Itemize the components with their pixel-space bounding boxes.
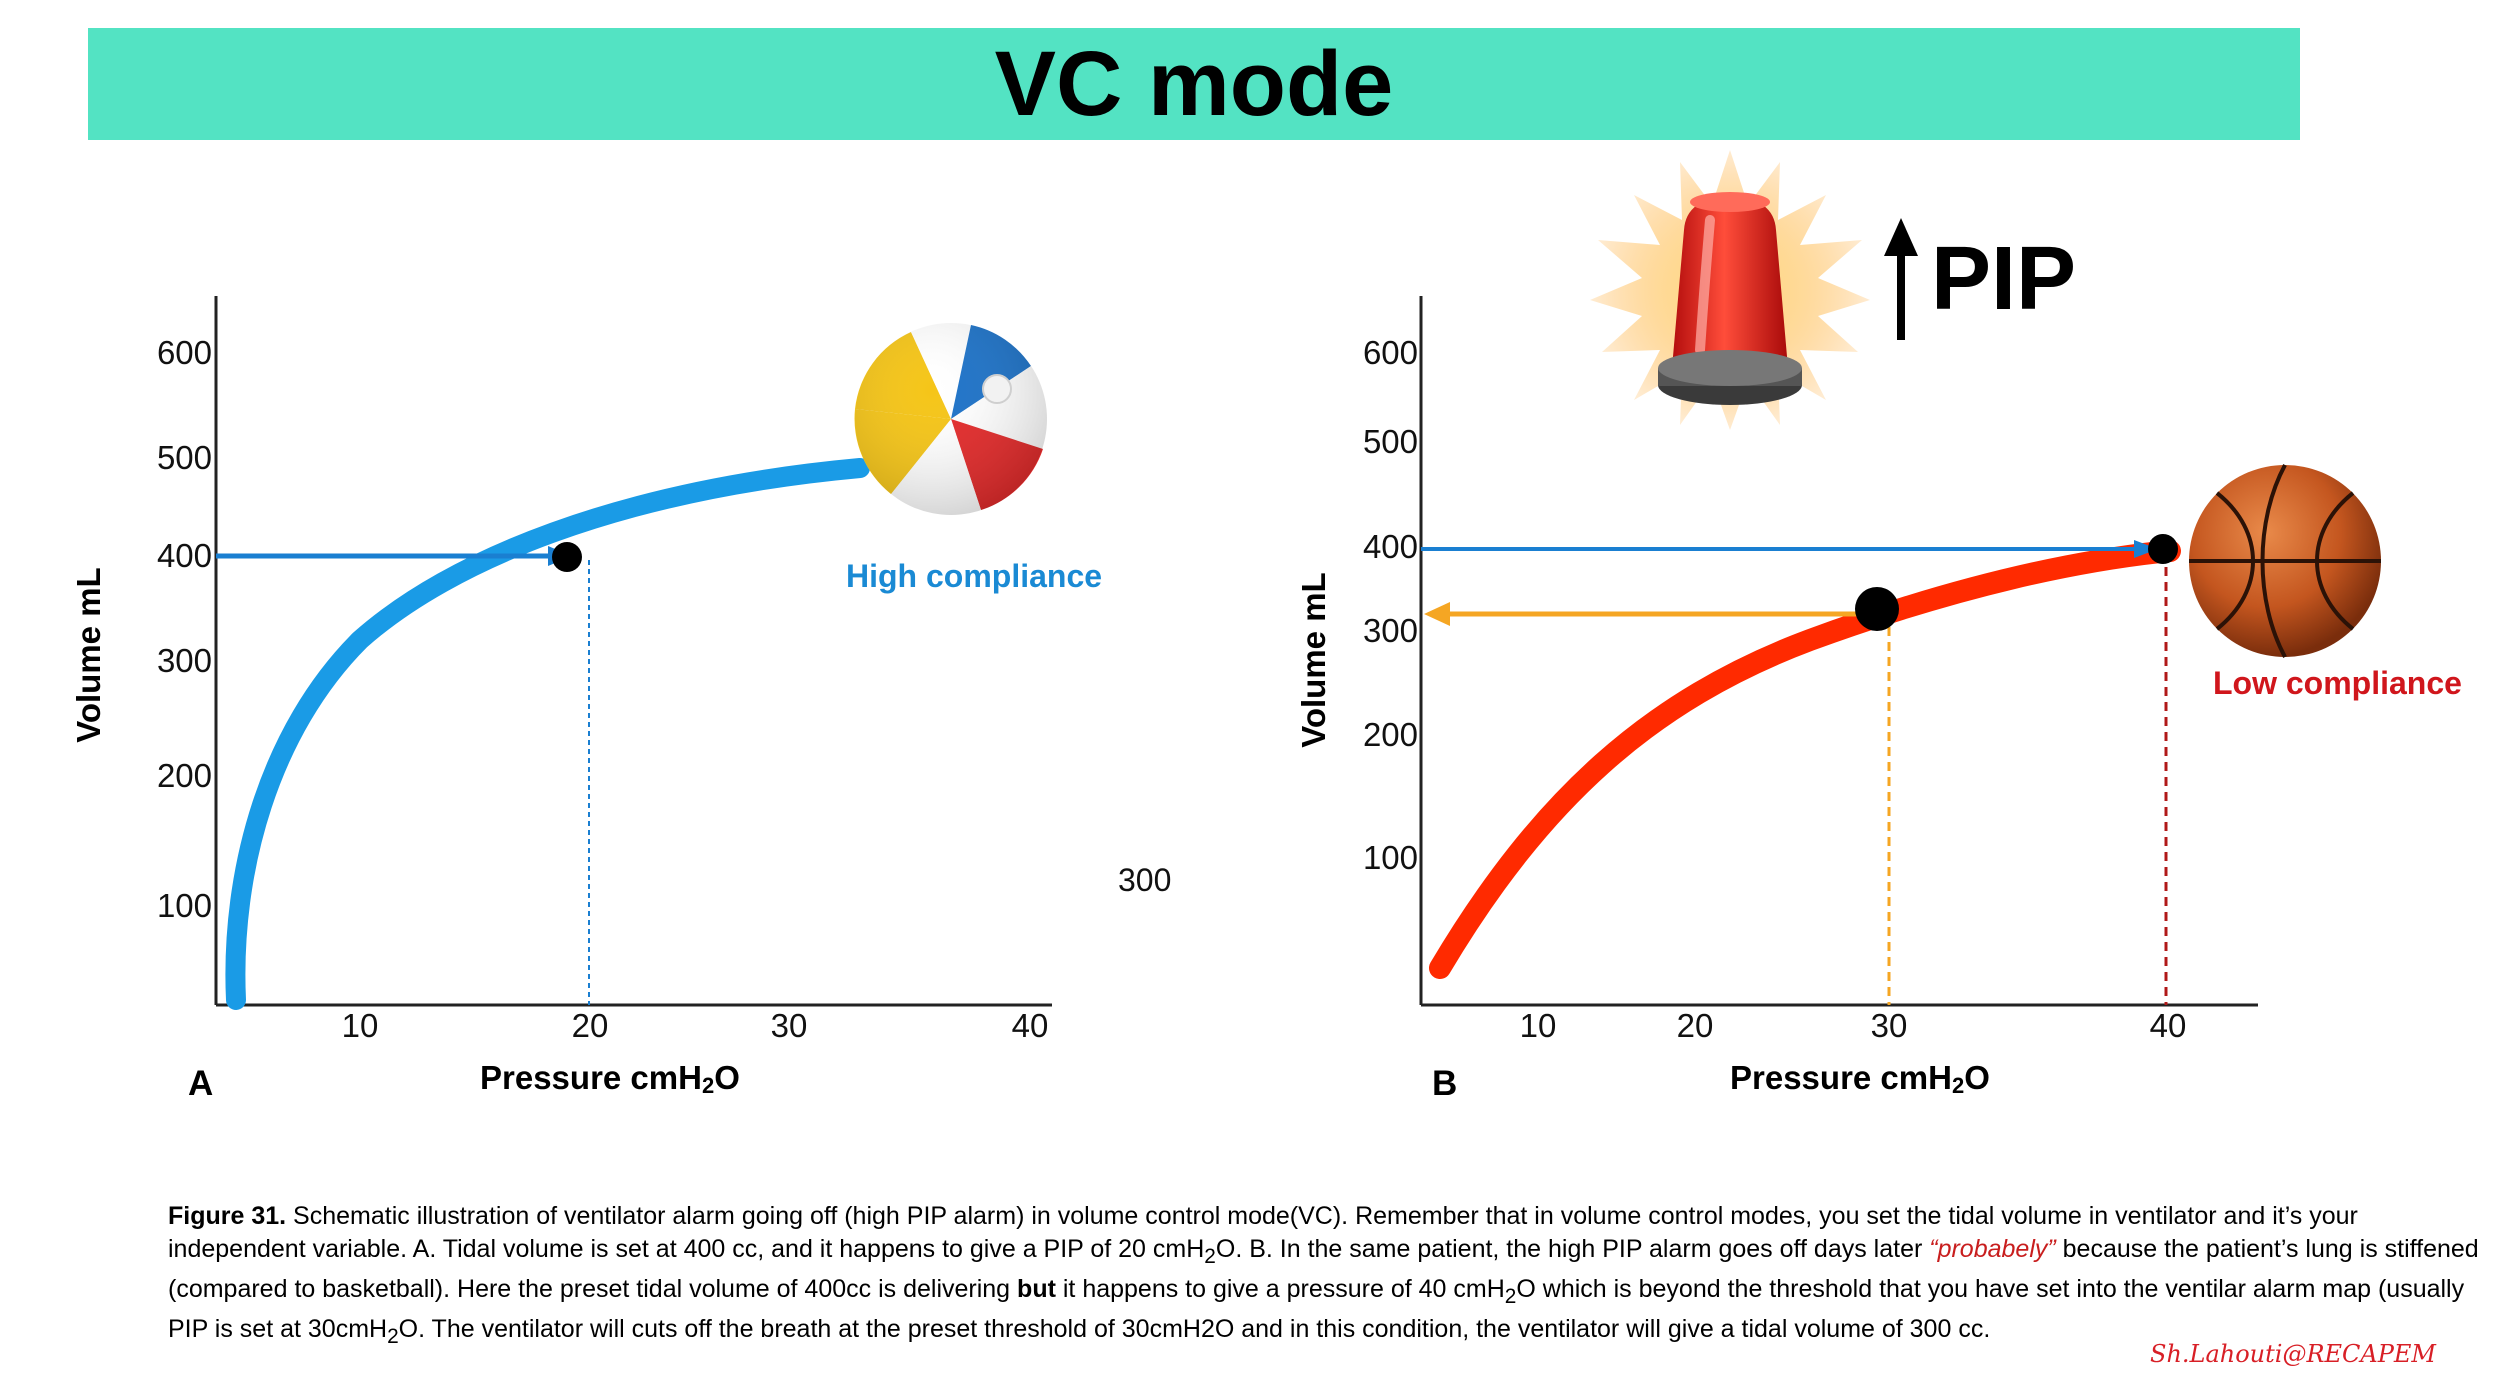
author-signature: Sh.Lahouti@RECAPEM [2150, 1340, 2436, 1368]
panel-letter: A [188, 1064, 213, 1103]
y-axis-title: Volume mL [1295, 572, 1332, 747]
y-tick-label: 400 [157, 537, 212, 574]
y-tick-label: 200 [1363, 716, 1418, 753]
y-tick-label: 300 [157, 642, 212, 679]
panel-b: 600 500 400 300 200 100 10 20 30 40 Volu… [1295, 150, 2462, 1103]
caption-text: O. The ventilator will cuts off the brea… [398, 1315, 1991, 1343]
arrow-head [1424, 602, 1450, 626]
x-tick-label: 20 [1677, 1007, 1714, 1044]
y-tick-label: 400 [1363, 528, 1418, 565]
x-tick-label: 20 [572, 1007, 609, 1044]
caption-subscript: 2 [1204, 1245, 1216, 1268]
caption-bold: but [1017, 1275, 1056, 1303]
caption-text: because the patient’s lung is stiffened … [168, 1235, 2479, 1303]
caption-text: it happens to give a pressure of 40 cmH [1055, 1275, 1505, 1303]
x-tick-label: 10 [342, 1007, 379, 1044]
caption-text: O. B. In the same patient, the high PIP … [1215, 1235, 1930, 1263]
alarm-siren-icon [1590, 150, 1870, 430]
caption-text: O which is beyond the threshold that you… [168, 1275, 2465, 1343]
y-tick-label: 600 [157, 334, 212, 371]
caption-emphasis: “probabely” [1929, 1235, 2056, 1263]
page-title: VC mode [994, 33, 1394, 135]
arrow-up-head [1884, 218, 1918, 256]
y-axis-title: Volume mL [70, 567, 107, 742]
compliance-label: Low compliance [2213, 665, 2462, 701]
basketball-icon [2189, 464, 2381, 658]
x-tick-label: 30 [1871, 1007, 1908, 1044]
compliance-curve [1429, 540, 2181, 979]
arrow-head [2134, 540, 2158, 558]
y-tick-label: 200 [157, 757, 212, 794]
caption-subscript: 2 [1504, 1285, 1517, 1308]
caption-subscript: 2 [387, 1325, 399, 1348]
y-tick-label: 600 [1363, 334, 1418, 371]
beach-ball-icon [854, 323, 1048, 515]
x-axis-title: Pressure cmH2O [1730, 1059, 1990, 1098]
x-axis-title: Pressure cmH2O [480, 1059, 740, 1098]
x-tick-label: 10 [1520, 1007, 1557, 1044]
alarm-label: PIP [1931, 229, 2076, 329]
y-tick-label: 500 [157, 439, 212, 476]
y-tick-label: 300 [1363, 612, 1418, 649]
panel-a: 600 500 400 300 200 100 10 20 30 40 Volu… [70, 296, 1171, 1103]
operating-point [2148, 534, 2178, 564]
title-banner: VC mode [88, 28, 2300, 140]
y-tick-label: 100 [1363, 839, 1418, 876]
stray-value-label: 300 [1118, 862, 1171, 898]
compliance-curve [225, 458, 870, 1010]
cutoff-point [1855, 587, 1899, 631]
x-tick-label: 40 [2150, 1007, 2187, 1044]
operating-point [552, 542, 582, 572]
caption-text: Schematic illustration of ventilator ala… [168, 1202, 2358, 1263]
caption-lead: Figure 31. [168, 1202, 287, 1230]
y-tick-label: 500 [1363, 423, 1418, 460]
y-tick-label: 100 [157, 887, 212, 924]
figure-caption: Figure 31. Schematic illustration of ven… [168, 1200, 2488, 1353]
panel-letter: B [1432, 1064, 1457, 1103]
compliance-label: High compliance [846, 558, 1102, 594]
x-tick-label: 40 [1012, 1007, 1049, 1044]
x-tick-label: 30 [771, 1007, 808, 1044]
